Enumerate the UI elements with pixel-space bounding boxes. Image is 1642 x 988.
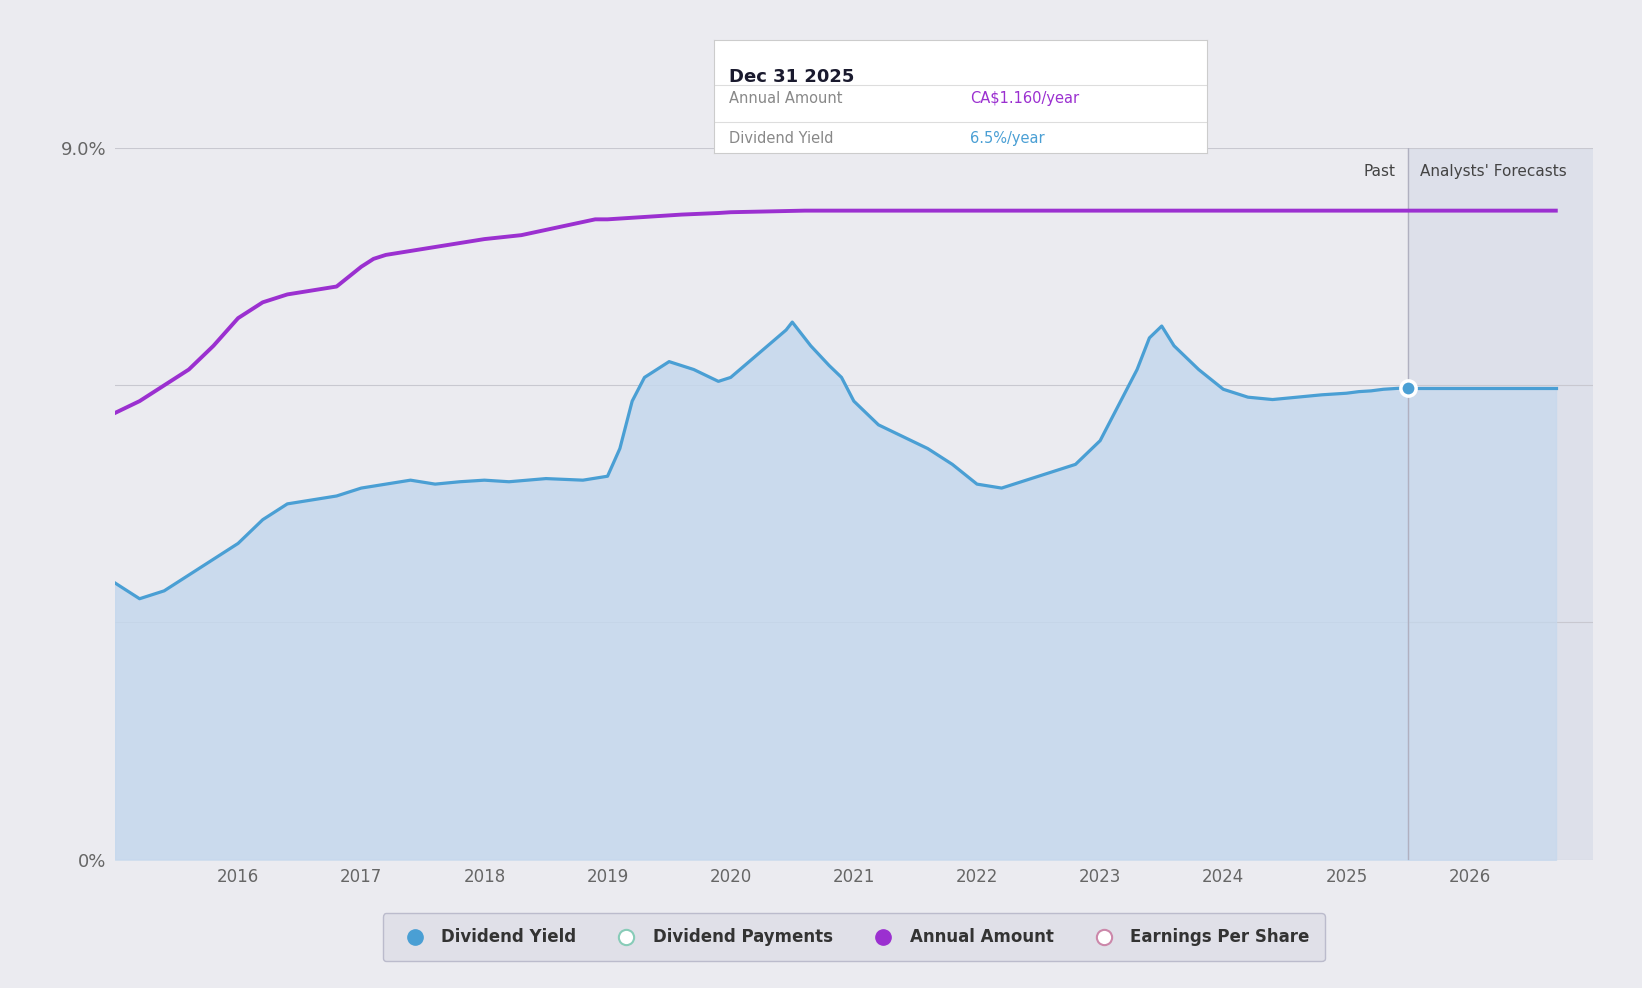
Legend: Dividend Yield, Dividend Payments, Annual Amount, Earnings Per Share: Dividend Yield, Dividend Payments, Annua… bbox=[383, 914, 1325, 961]
Text: Dividend Yield: Dividend Yield bbox=[729, 130, 834, 146]
Text: Past: Past bbox=[1365, 164, 1396, 180]
Bar bbox=[1407, 148, 1593, 860]
Text: Dec 31 2025: Dec 31 2025 bbox=[729, 68, 854, 86]
Text: Analysts' Forecasts: Analysts' Forecasts bbox=[1420, 164, 1566, 180]
Text: CA$1.160/year: CA$1.160/year bbox=[970, 91, 1079, 106]
Text: Annual Amount: Annual Amount bbox=[729, 91, 842, 106]
Text: 6.5%/year: 6.5%/year bbox=[970, 130, 1044, 146]
